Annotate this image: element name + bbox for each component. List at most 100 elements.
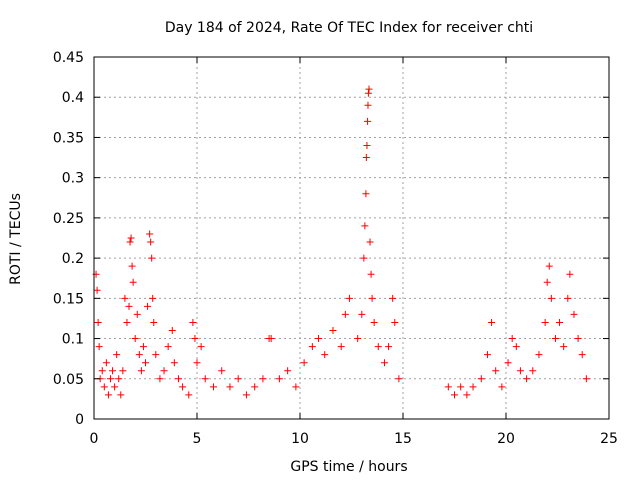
x-tick-label: 10	[291, 431, 309, 447]
data-point	[315, 335, 323, 343]
data-point	[292, 383, 300, 391]
data-point	[234, 375, 242, 383]
data-point	[354, 335, 362, 343]
data-point	[444, 383, 452, 391]
data-point	[133, 310, 141, 318]
data-point	[226, 383, 234, 391]
data-point	[512, 343, 520, 351]
data-point	[362, 190, 370, 198]
data-point	[125, 302, 133, 310]
data-point	[189, 318, 197, 326]
data-point	[374, 343, 382, 351]
data-point	[201, 375, 209, 383]
data-point	[566, 270, 574, 278]
data-point	[174, 375, 182, 383]
data-point	[121, 294, 129, 302]
data-point	[365, 85, 373, 93]
data-point	[358, 310, 366, 318]
data-point	[149, 294, 157, 302]
data-point	[164, 343, 172, 351]
data-point	[185, 391, 193, 399]
data-point	[545, 262, 553, 270]
data-point	[504, 359, 512, 367]
data-point	[209, 383, 217, 391]
data-point	[193, 359, 201, 367]
data-point	[150, 318, 158, 326]
data-point	[308, 343, 316, 351]
data-point	[170, 359, 178, 367]
data-point	[100, 383, 108, 391]
chart-title: Day 184 of 2024, Rate Of TEC Index for r…	[165, 20, 533, 36]
data-point	[119, 367, 127, 375]
data-point	[488, 318, 496, 326]
data-point	[139, 343, 147, 351]
data-point	[395, 375, 403, 383]
y-tick-label: 0.2	[62, 251, 84, 267]
data-point	[498, 383, 506, 391]
data-point	[131, 335, 139, 343]
data-point	[551, 335, 559, 343]
data-point	[370, 318, 378, 326]
data-point	[242, 391, 250, 399]
data-point	[574, 335, 582, 343]
data-point	[197, 343, 205, 351]
x-tick-label: 15	[394, 431, 412, 447]
data-point	[300, 359, 308, 367]
data-point	[144, 302, 152, 310]
data-point	[148, 254, 156, 262]
data-point	[135, 351, 143, 359]
data-point	[98, 367, 106, 375]
data-point	[179, 383, 187, 391]
data-point	[543, 278, 551, 286]
data-point	[362, 154, 370, 162]
data-point	[218, 367, 226, 375]
data-point	[366, 238, 374, 246]
y-tick-label: 0.15	[53, 291, 84, 307]
data-point	[156, 375, 164, 383]
data-point	[93, 286, 101, 294]
data-point	[321, 351, 329, 359]
data-point	[142, 359, 149, 367]
x-tick-label: 25	[600, 431, 618, 447]
data-point	[137, 367, 145, 375]
data-point	[492, 367, 500, 375]
data-point	[560, 343, 568, 351]
x-tick-label: 0	[90, 431, 99, 447]
data-point	[541, 318, 549, 326]
y-tick-label: 0.1	[62, 332, 84, 348]
grid-lines	[94, 57, 609, 419]
data-point	[463, 391, 471, 399]
data-point	[104, 391, 112, 399]
data-point	[259, 375, 267, 383]
data-point	[389, 294, 397, 302]
data-point	[457, 383, 465, 391]
y-tick-label: 0.45	[53, 50, 84, 66]
data-point	[113, 351, 121, 359]
y-tick-label: 0.4	[62, 90, 84, 106]
data-point	[329, 327, 337, 335]
data-point	[106, 375, 114, 383]
data-point	[160, 367, 168, 375]
data-point	[556, 318, 564, 326]
data-point	[117, 391, 125, 399]
data-point	[451, 391, 458, 399]
data-point	[364, 117, 372, 125]
data-point	[251, 383, 259, 391]
data-point	[275, 375, 283, 383]
data-point	[368, 294, 376, 302]
data-point	[385, 343, 393, 351]
data-point	[129, 278, 137, 286]
data-point	[508, 335, 516, 343]
x-axis-label: GPS time / hours	[290, 459, 407, 475]
y-tick-label: 0.3	[62, 171, 84, 187]
data-point	[391, 318, 399, 326]
data-point	[127, 234, 135, 242]
data-point	[529, 367, 537, 375]
data-point	[582, 375, 590, 383]
data-point	[126, 238, 134, 246]
data-point	[578, 351, 586, 359]
data-point	[364, 89, 372, 97]
data-point	[95, 343, 103, 351]
data-point	[367, 270, 375, 278]
data-point	[191, 335, 199, 343]
